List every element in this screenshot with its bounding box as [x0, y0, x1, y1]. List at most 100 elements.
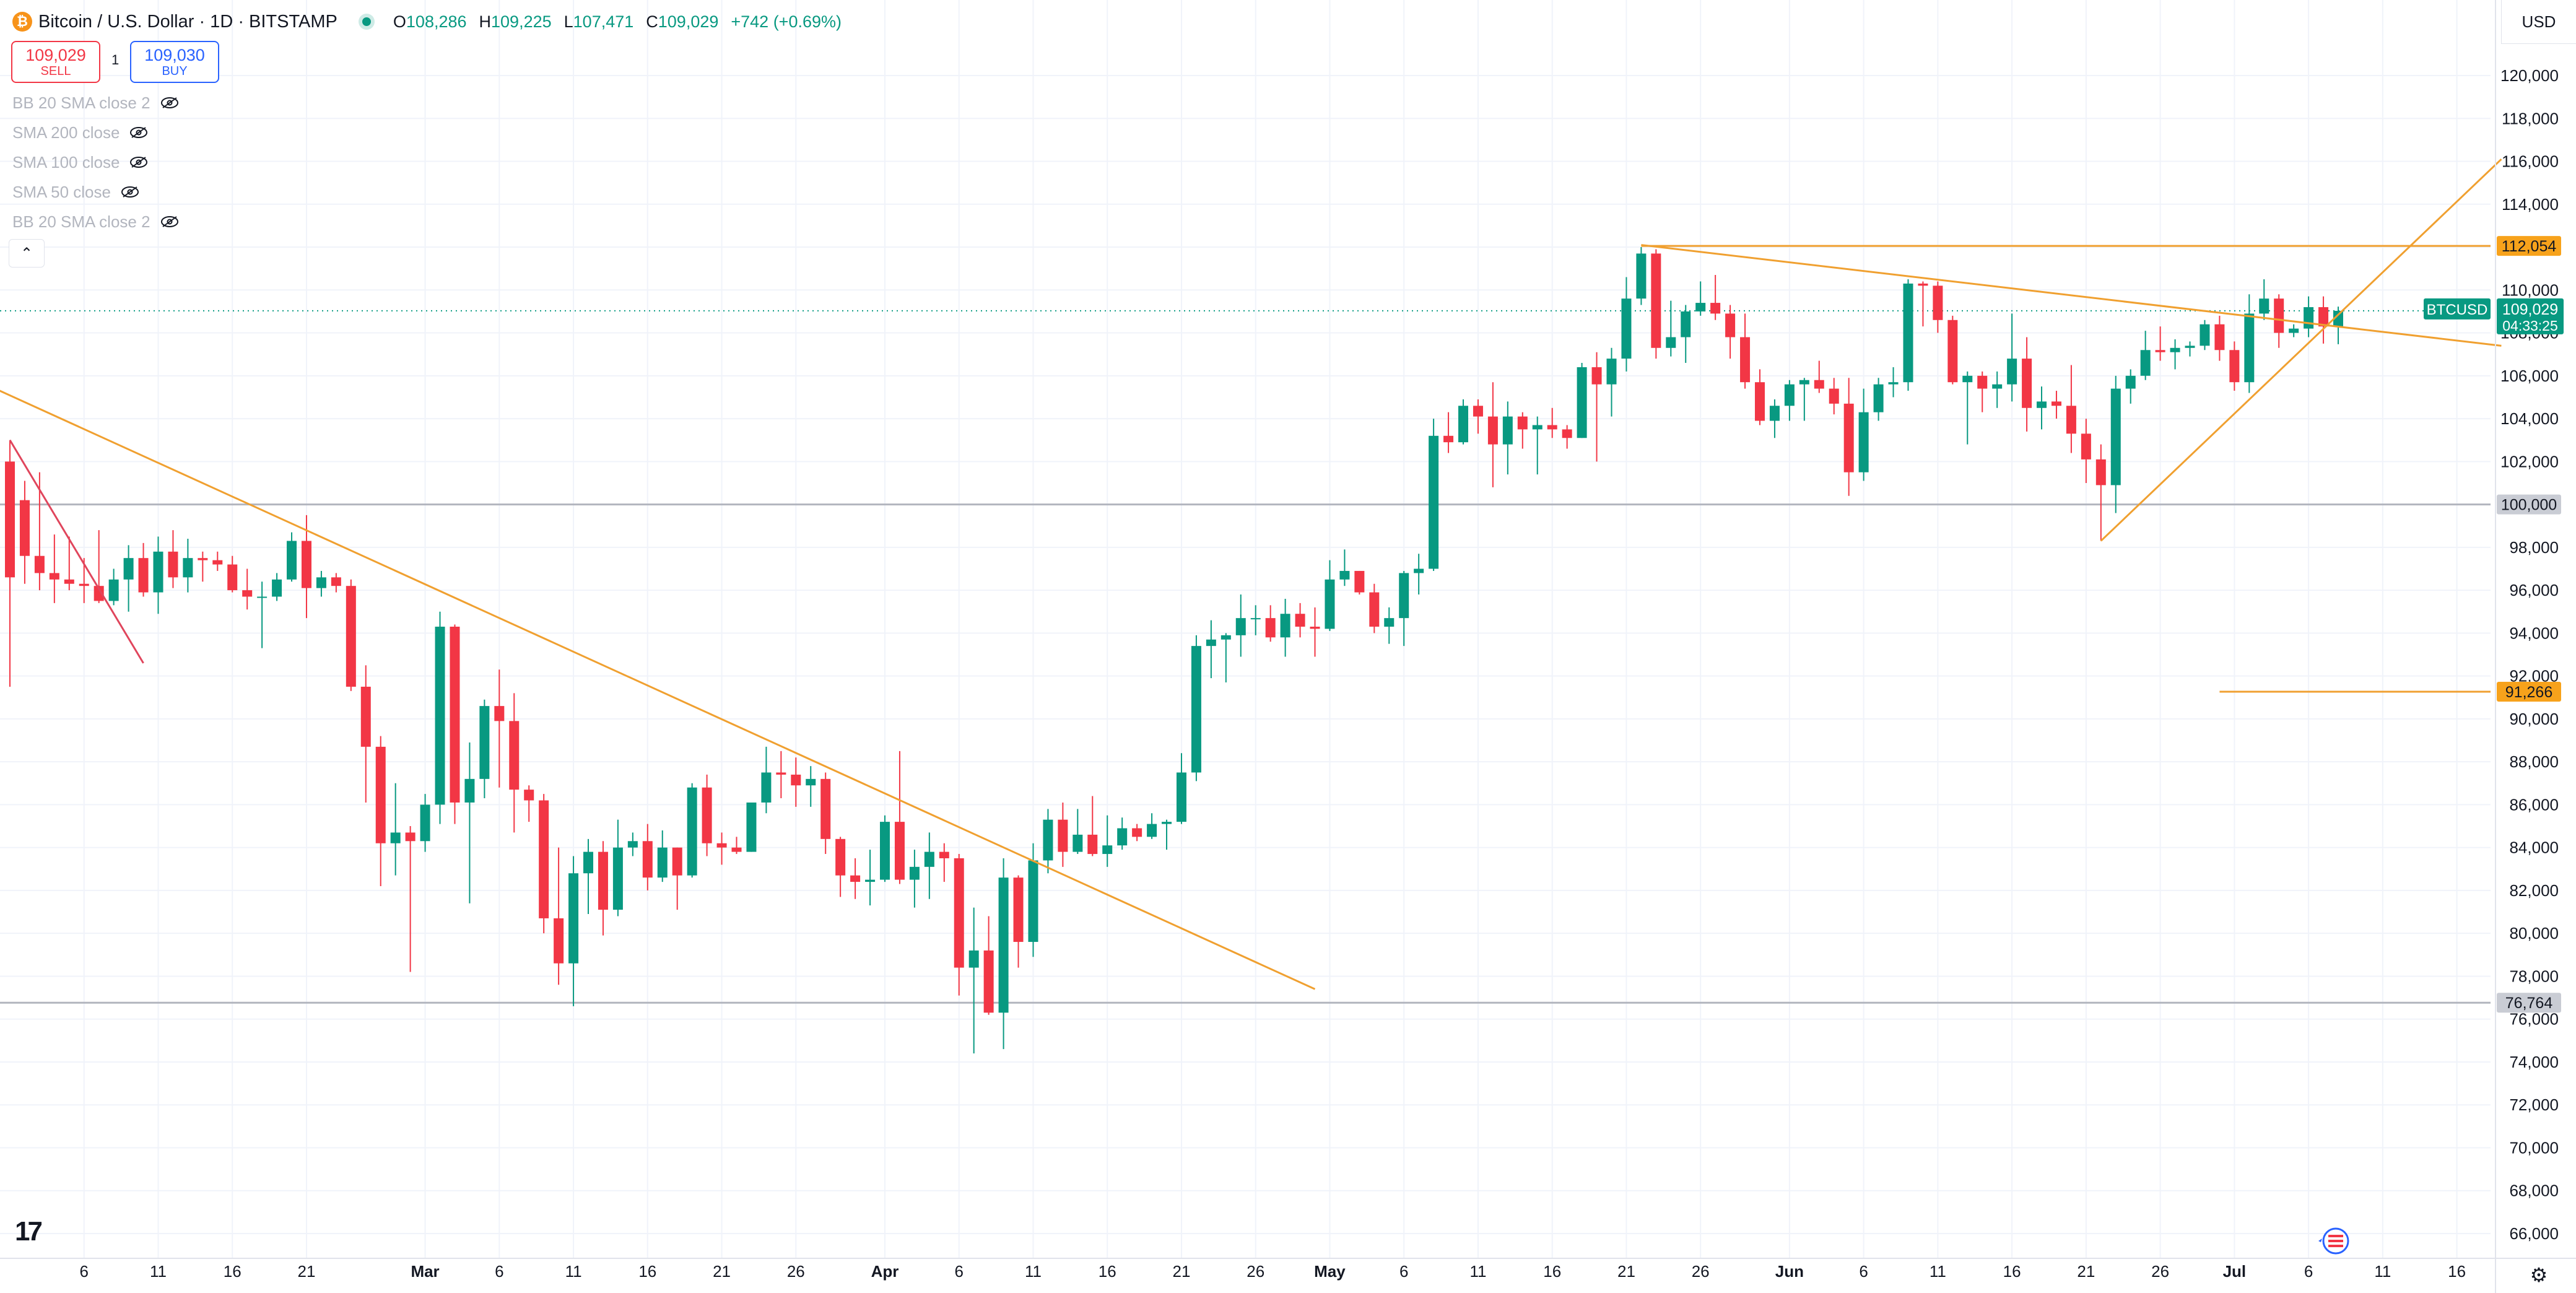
bearish-candle [791, 774, 801, 786]
symbol-title[interactable]: Bitcoin / U.S. Dollar · 1D · BITSTAMP [38, 11, 337, 32]
time-tick-label: 16 [1543, 1262, 1561, 1281]
bullish-candle [2007, 359, 2017, 385]
bullish-candle [153, 551, 163, 593]
price-level-label: 91,266 [2505, 684, 2552, 701]
bullish-candle [1399, 573, 1409, 619]
symbol-header: ₿ Bitcoin / U.S. Dollar · 1D · BITSTAMP … [0, 0, 842, 43]
bullish-candle [2110, 388, 2121, 485]
bullish-candle [568, 873, 579, 964]
bullish-candle [257, 596, 268, 598]
bullish-candle [1162, 822, 1172, 824]
bearish-candle [524, 790, 534, 801]
price-tick-label: 118,000 [2502, 109, 2559, 128]
bullish-candle [998, 877, 1009, 1013]
price-tick-label: 82,000 [2509, 881, 2559, 900]
bearish-candle [198, 558, 208, 560]
bearish-candle [1443, 435, 1454, 443]
bullish-candle [1962, 375, 1973, 383]
bullish-candle [1147, 824, 1157, 837]
time-tick-label: 11 [1469, 1262, 1486, 1281]
bearish-candle [509, 721, 520, 790]
hidden-eye-icon[interactable] [121, 186, 139, 198]
indicator-bb-20[interactable]: BB 20 SMA close 2 [12, 90, 179, 115]
time-tick-label: 6 [2304, 1262, 2313, 1281]
time-tick-label: 16 [638, 1262, 656, 1281]
bearish-candle [835, 838, 846, 876]
bullish-candle [1280, 614, 1290, 638]
bullish-candle [2037, 401, 2047, 408]
tradingview-logo[interactable]: 17 [15, 1216, 43, 1247]
bullish-candle [123, 558, 134, 580]
chart-settings-gear-icon[interactable]: ⚙ [2530, 1264, 2548, 1286]
bearish-candle [227, 564, 238, 591]
indicator-sma-50[interactable]: SMA 50 close [12, 180, 139, 204]
bullish-candle [2333, 310, 2343, 327]
spread-value: 1 [111, 52, 120, 67]
us-flag-badge-icon[interactable] [2316, 1226, 2351, 1256]
bullish-candle [879, 822, 890, 880]
bullish-candle [1621, 298, 1632, 359]
indicator-bb-20-second[interactable]: BB 20 SMA close 2 [12, 209, 179, 234]
indicator-sma-200[interactable]: SMA 200 close [12, 120, 148, 145]
hidden-eye-icon[interactable] [129, 126, 148, 139]
bearish-candle [2229, 350, 2240, 383]
bullish-candle [2185, 346, 2195, 348]
bullish-candle [2170, 347, 2180, 352]
bearish-candle [1487, 416, 1498, 445]
candles-layer [5, 247, 2343, 1054]
bullish-candle [746, 802, 757, 852]
bullish-candle [1043, 819, 1053, 861]
bullish-candle [1028, 860, 1038, 943]
bearish-candle [2155, 350, 2165, 352]
time-tick-label: 21 [1173, 1262, 1191, 1281]
bullish-candle [1681, 311, 1691, 337]
buy-label: BUY [162, 64, 188, 78]
price-level-label: 76,764 [2505, 995, 2553, 1012]
sell-button[interactable]: 109,029 SELL [11, 41, 100, 83]
bullish-candle [627, 841, 638, 848]
price-change: +742 (+0.69%) [731, 12, 842, 31]
time-tick-label: Jun [1775, 1262, 1804, 1281]
bearish-candle [1843, 403, 1854, 472]
bullish-candle [687, 787, 697, 876]
bearish-candle [702, 787, 712, 843]
bearish-candle [539, 800, 549, 918]
bearish-candle [598, 851, 608, 910]
buy-button[interactable]: 109,030 BUY [130, 41, 219, 83]
bullish-candle [968, 950, 979, 968]
hidden-eye-icon[interactable] [160, 215, 179, 228]
bullish-candle [657, 847, 668, 878]
time-tick-label: 21 [1617, 1262, 1635, 1281]
hidden-eye-icon[interactable] [129, 156, 148, 168]
price-tick-label: 110,000 [2502, 281, 2559, 299]
trend-line [2100, 158, 2502, 542]
indicator-label: BB 20 SMA close 2 [12, 212, 150, 231]
time-tick-label: 16 [1099, 1262, 1116, 1281]
bullish-candle [1992, 384, 2003, 389]
bullish-candle [1176, 772, 1186, 822]
bearish-candle [1814, 380, 1824, 389]
bullish-candle [272, 579, 282, 597]
bearish-candle [1295, 614, 1305, 627]
price-tick-label: 106,000 [2500, 367, 2559, 385]
hidden-eye-icon[interactable] [160, 97, 179, 109]
bearish-candle [1547, 425, 1557, 430]
bitcoin-icon: ₿ [12, 12, 32, 32]
price-tick-label: 116,000 [2502, 152, 2559, 171]
bearish-candle [1754, 382, 1765, 421]
bearish-candle [554, 918, 564, 964]
bearish-candle [1918, 283, 1928, 286]
bearish-candle [642, 841, 653, 878]
time-tick-label: Apr [871, 1262, 899, 1281]
currency-selector[interactable]: USD [2501, 0, 2576, 44]
bullish-candle [583, 851, 594, 874]
bearish-candle [776, 772, 786, 775]
symbol-tag-bg [2424, 298, 2491, 320]
indicator-sma-100[interactable]: SMA 100 close [12, 150, 148, 175]
bullish-candle [1873, 384, 1884, 412]
bearish-candle [1933, 285, 1943, 320]
bearish-candle [2318, 307, 2329, 327]
bullish-candle [1636, 253, 1647, 299]
collapse-indicators-button[interactable]: ⌃ [9, 239, 45, 268]
